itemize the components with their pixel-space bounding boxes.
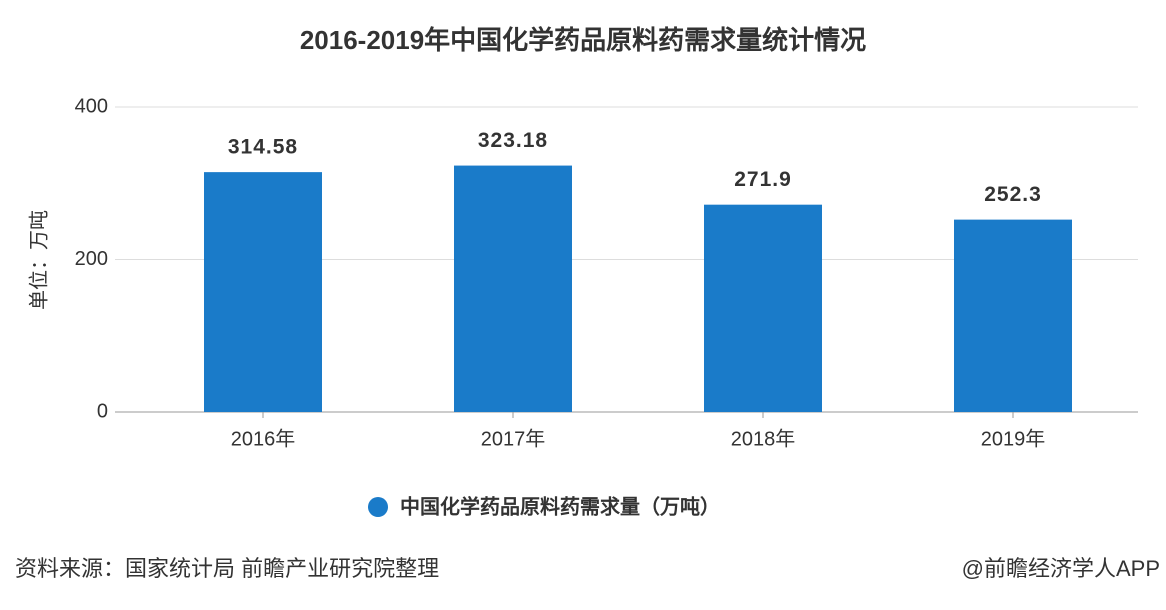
y-tick-label: 400 (75, 95, 108, 117)
chart-title: 2016-2019年中国化学药品原料药需求量统计情况 (300, 25, 866, 55)
source: 资料来源：国家统计局 前瞻产业研究院整理 (15, 556, 439, 581)
bar (204, 172, 322, 412)
y-tick-label: 0 (97, 400, 108, 422)
x-tick-label: 2019年 (981, 427, 1046, 450)
bar (454, 165, 572, 412)
x-tick-label: 2017年 (481, 427, 546, 450)
data-label: 271.9 (734, 168, 792, 191)
bar (704, 204, 822, 412)
y-tick-label: 200 (75, 248, 108, 270)
credit: @前瞻经济学人APP (962, 556, 1160, 581)
legend-marker (368, 497, 388, 517)
data-label: 314.58 (228, 136, 298, 159)
data-label: 323.18 (478, 129, 548, 152)
x-tick-label: 2018年 (731, 427, 796, 450)
x-tick-label: 2016年 (231, 427, 296, 450)
bar (954, 219, 1072, 412)
data-label: 252.3 (984, 183, 1042, 206)
legend-label: 中国化学药品原料药需求量（万吨） (400, 494, 720, 518)
y-axis-label: 单位：万吨 (27, 210, 50, 310)
